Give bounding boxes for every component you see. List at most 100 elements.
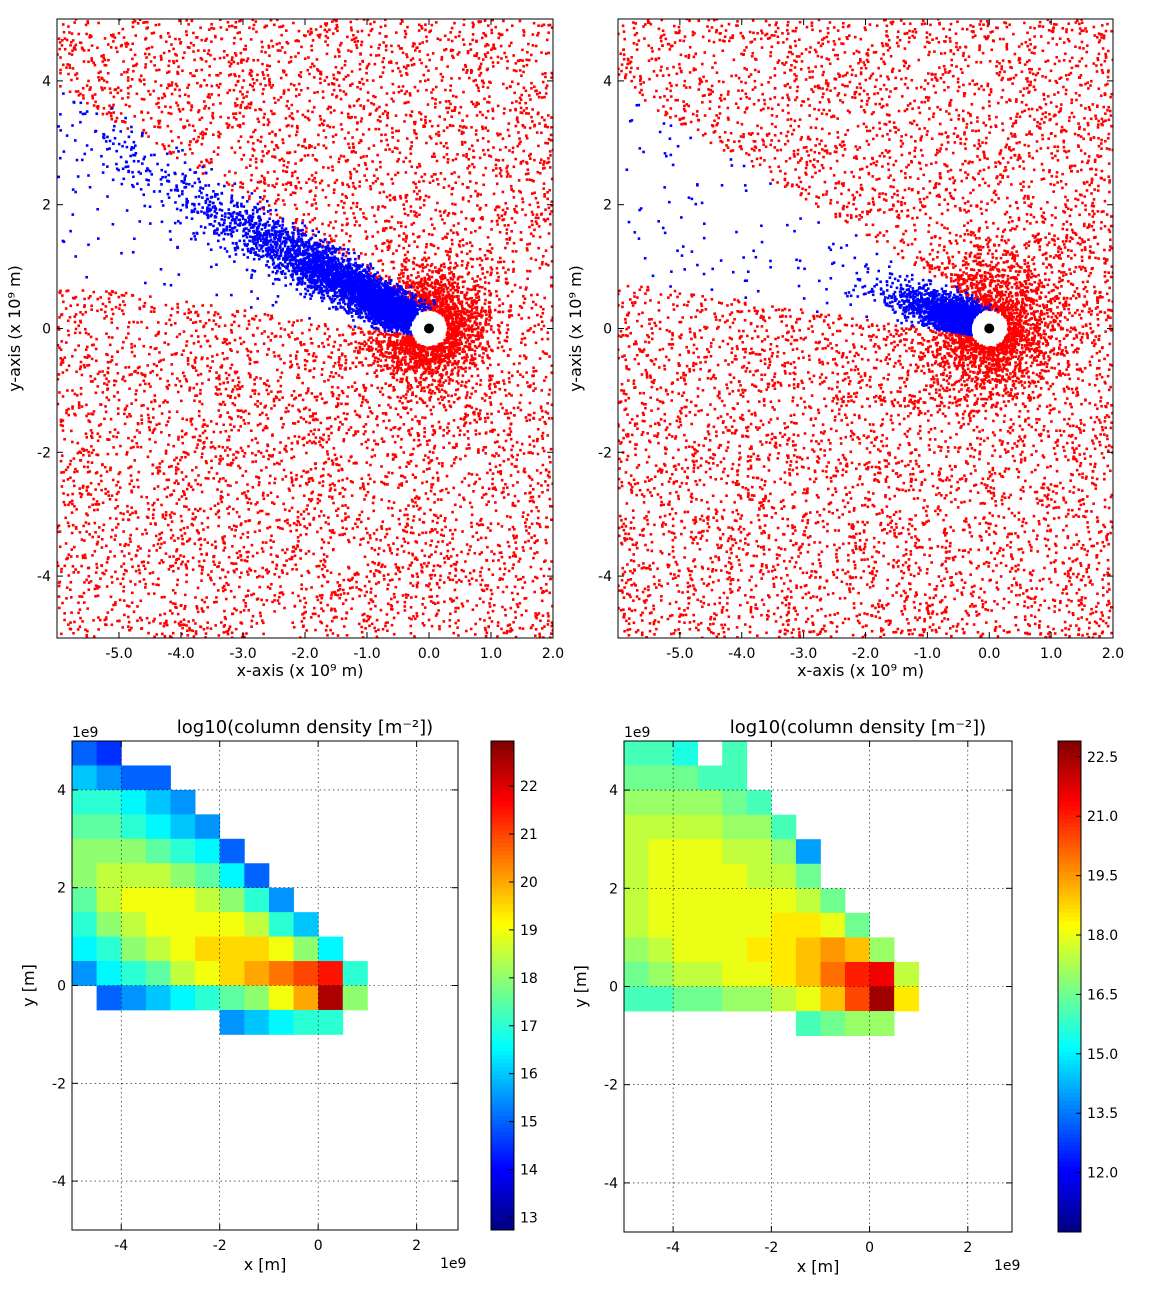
particle — [238, 31, 242, 34]
particle — [180, 562, 183, 566]
particle — [239, 59, 243, 63]
particle — [460, 568, 464, 572]
particle — [456, 426, 460, 429]
particle — [176, 612, 180, 616]
particle — [491, 61, 495, 64]
particle — [551, 305, 553, 308]
particle — [108, 292, 111, 295]
particle — [345, 223, 349, 227]
particle — [384, 19, 387, 21]
particle — [418, 443, 422, 447]
particle — [518, 401, 522, 405]
particle — [423, 199, 426, 202]
particle — [317, 133, 320, 137]
particle — [309, 323, 313, 327]
particle — [227, 123, 231, 127]
particle — [330, 371, 333, 374]
particle — [233, 403, 237, 407]
particle — [447, 184, 451, 188]
particle — [548, 636, 552, 638]
particle — [342, 592, 346, 595]
particle — [335, 23, 339, 27]
particle — [435, 471, 439, 475]
particle — [542, 574, 546, 578]
particle — [525, 136, 529, 140]
particle — [434, 98, 437, 101]
particle — [441, 75, 445, 79]
particle — [437, 609, 440, 612]
particle — [224, 387, 228, 391]
particle — [83, 365, 87, 369]
particle — [231, 313, 234, 317]
particle — [447, 422, 450, 425]
particle — [547, 157, 550, 160]
particle — [513, 465, 517, 468]
particle — [428, 582, 431, 585]
particle — [87, 79, 90, 83]
particle — [496, 132, 499, 135]
particle — [310, 204, 314, 207]
particle — [125, 451, 129, 454]
particle — [121, 120, 125, 123]
particle — [194, 515, 198, 519]
particle — [210, 466, 213, 470]
particle — [522, 549, 525, 552]
particle — [336, 581, 340, 584]
particle — [243, 309, 247, 312]
particle — [529, 257, 533, 260]
particle — [94, 488, 97, 491]
particle — [146, 20, 149, 24]
particle — [194, 320, 198, 324]
particle — [420, 27, 424, 30]
particle — [239, 342, 243, 346]
particle — [200, 455, 204, 459]
particle — [548, 212, 552, 216]
particle — [100, 537, 104, 541]
particle — [117, 295, 121, 299]
particle — [395, 536, 399, 540]
particle — [132, 320, 135, 324]
particle — [536, 452, 540, 456]
particle — [298, 523, 302, 527]
particle — [504, 211, 507, 214]
particle — [86, 21, 90, 25]
particle — [496, 635, 499, 638]
particle — [105, 315, 108, 318]
particle — [439, 214, 443, 218]
particle — [502, 112, 506, 115]
particle — [329, 487, 333, 490]
particle — [170, 636, 174, 638]
particle — [521, 375, 525, 379]
particle — [235, 450, 238, 454]
particle — [314, 462, 317, 465]
particle — [489, 378, 493, 381]
particle — [263, 182, 267, 185]
particle — [483, 399, 487, 402]
particle — [305, 451, 308, 455]
particle — [206, 605, 209, 609]
particle — [141, 118, 145, 122]
particle — [147, 89, 150, 93]
particle — [403, 609, 407, 612]
particle — [259, 614, 263, 618]
particle — [343, 137, 347, 140]
particle — [330, 608, 333, 612]
particle — [119, 582, 123, 586]
particle — [466, 69, 469, 72]
particle — [195, 529, 199, 532]
particle — [267, 457, 270, 461]
particle — [403, 513, 406, 517]
particle — [393, 440, 397, 444]
particle — [172, 150, 175, 154]
particle — [471, 162, 474, 166]
particle — [325, 30, 329, 33]
particle — [162, 145, 166, 148]
particle — [193, 361, 197, 364]
particle — [353, 40, 357, 44]
particle — [304, 230, 308, 234]
particle — [353, 216, 356, 220]
particle — [375, 635, 379, 638]
particle — [322, 119, 326, 123]
particle — [466, 261, 470, 265]
particle — [215, 472, 219, 475]
